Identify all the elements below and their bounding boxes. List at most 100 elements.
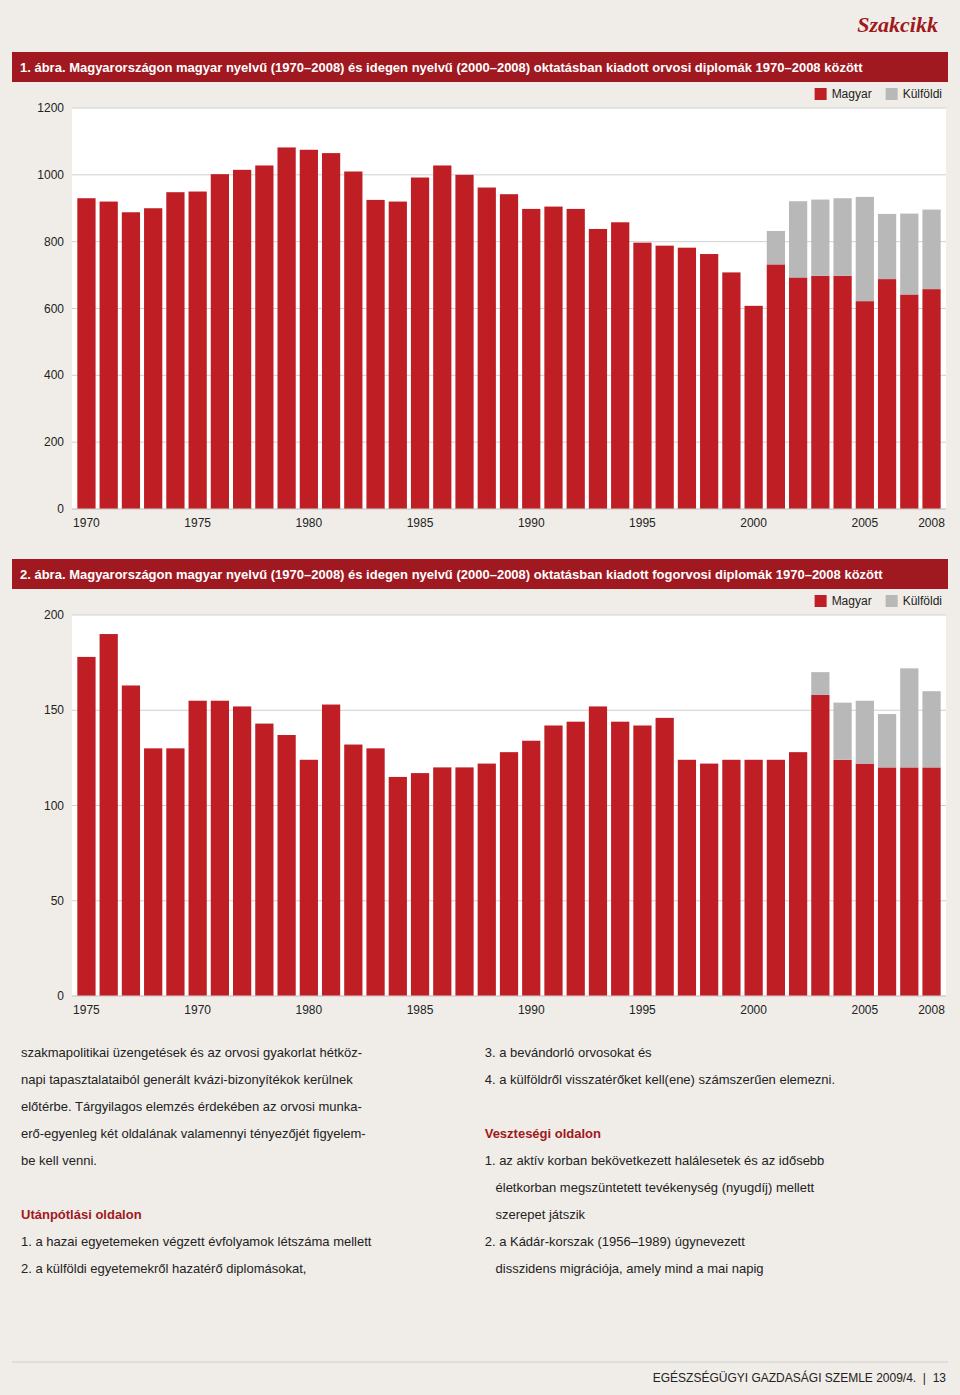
bar	[322, 153, 340, 509]
plot-area	[72, 615, 946, 996]
bar	[478, 187, 496, 188]
bar	[789, 277, 807, 509]
bar	[433, 165, 451, 509]
bar	[366, 199, 384, 200]
x-tick-label: 1970	[73, 516, 100, 530]
y-tick-label: 0	[57, 989, 64, 1003]
body-text: életkorban megszüntetett tevékenység (ny…	[485, 1180, 815, 1195]
bar	[656, 717, 674, 718]
bar	[389, 776, 407, 777]
chart: 1. ábra. Magyarországon magyar nyelvű (1…	[12, 52, 948, 530]
bar	[745, 306, 763, 509]
bar	[166, 192, 184, 193]
bar	[144, 208, 162, 509]
section-heading: Utánpótlási oldalon	[21, 1207, 142, 1222]
bar	[255, 723, 273, 724]
x-tick-label: 2008	[918, 1003, 945, 1017]
bar	[411, 773, 429, 774]
bar	[366, 200, 384, 509]
bar	[611, 721, 629, 722]
bar	[144, 748, 162, 996]
bar	[344, 171, 362, 172]
bar	[211, 701, 229, 996]
bars	[77, 147, 940, 509]
bar	[233, 169, 251, 170]
y-tick-label: 200	[44, 608, 64, 622]
bar	[211, 700, 229, 701]
bar	[544, 206, 562, 207]
bar	[233, 170, 251, 509]
bar	[144, 208, 162, 209]
y-tick-label: 50	[51, 894, 65, 908]
y-tick-label: 200	[44, 435, 64, 449]
bar	[211, 174, 229, 175]
bar	[389, 201, 407, 202]
bar	[211, 174, 229, 509]
legend-label: Magyar	[832, 594, 872, 608]
bar	[833, 198, 851, 276]
title-bar	[12, 559, 948, 589]
bar	[122, 685, 140, 686]
bar	[300, 759, 318, 760]
legend: MagyarKülföldi	[815, 87, 942, 101]
bar	[344, 171, 362, 509]
bar	[433, 767, 451, 996]
bar	[166, 748, 184, 996]
bar	[589, 229, 607, 509]
bar	[100, 201, 118, 202]
bar	[567, 721, 585, 722]
x-tick-label: 1995	[629, 1003, 656, 1017]
y-tick-label: 0	[57, 502, 64, 516]
header: Szakcikk	[857, 12, 938, 37]
bar	[522, 741, 540, 996]
bar	[300, 149, 318, 150]
bar	[611, 222, 629, 223]
x-tick-label: 1985	[407, 516, 434, 530]
x-tick-label: 1995	[629, 516, 656, 530]
y-tick-label: 600	[44, 302, 64, 316]
bar	[77, 198, 95, 199]
bar	[811, 695, 829, 996]
bar	[77, 198, 95, 509]
bar	[455, 174, 473, 175]
bar	[856, 764, 874, 996]
bar	[589, 706, 607, 996]
bar	[745, 760, 763, 996]
bar	[233, 706, 251, 707]
bar	[500, 194, 518, 509]
bar	[478, 763, 496, 764]
bar	[589, 228, 607, 229]
grid-line	[72, 996, 946, 997]
body-text: 3. a bevándorló orvosokat és	[485, 1045, 652, 1060]
bar	[722, 759, 740, 760]
page-label: EGÉSZSÉGÜGYI GAZDASÁGI SZEMLE 2009/4. | …	[653, 1370, 947, 1385]
bar	[77, 656, 95, 657]
bar	[656, 718, 674, 996]
grid-line	[72, 615, 946, 616]
bar	[122, 212, 140, 213]
footer-rule	[12, 1362, 948, 1363]
x-tick-label: 1970	[184, 1003, 211, 1017]
bars	[77, 634, 940, 996]
body-text: 1. a hazai egyetemeken végzett évfolyamo…	[21, 1234, 372, 1249]
bar	[166, 192, 184, 509]
bar	[900, 767, 918, 996]
bar	[878, 279, 896, 509]
bar	[900, 294, 918, 509]
bar	[611, 222, 629, 509]
bar	[500, 194, 518, 195]
bar	[767, 231, 785, 264]
bar	[544, 725, 562, 996]
body-text: szakmapolitikai üzengetések és az orvosi…	[21, 1045, 362, 1060]
bar	[455, 767, 473, 768]
plot-area	[72, 108, 946, 509]
bar	[455, 767, 473, 996]
bar	[544, 725, 562, 726]
y-tick-label: 800	[44, 235, 64, 249]
x-axis	[72, 996, 946, 997]
x-tick-label: 2005	[851, 516, 878, 530]
bar	[277, 147, 295, 509]
bar	[678, 248, 696, 509]
grid-line	[72, 509, 946, 510]
body-text: szerepet játszik	[485, 1207, 586, 1222]
